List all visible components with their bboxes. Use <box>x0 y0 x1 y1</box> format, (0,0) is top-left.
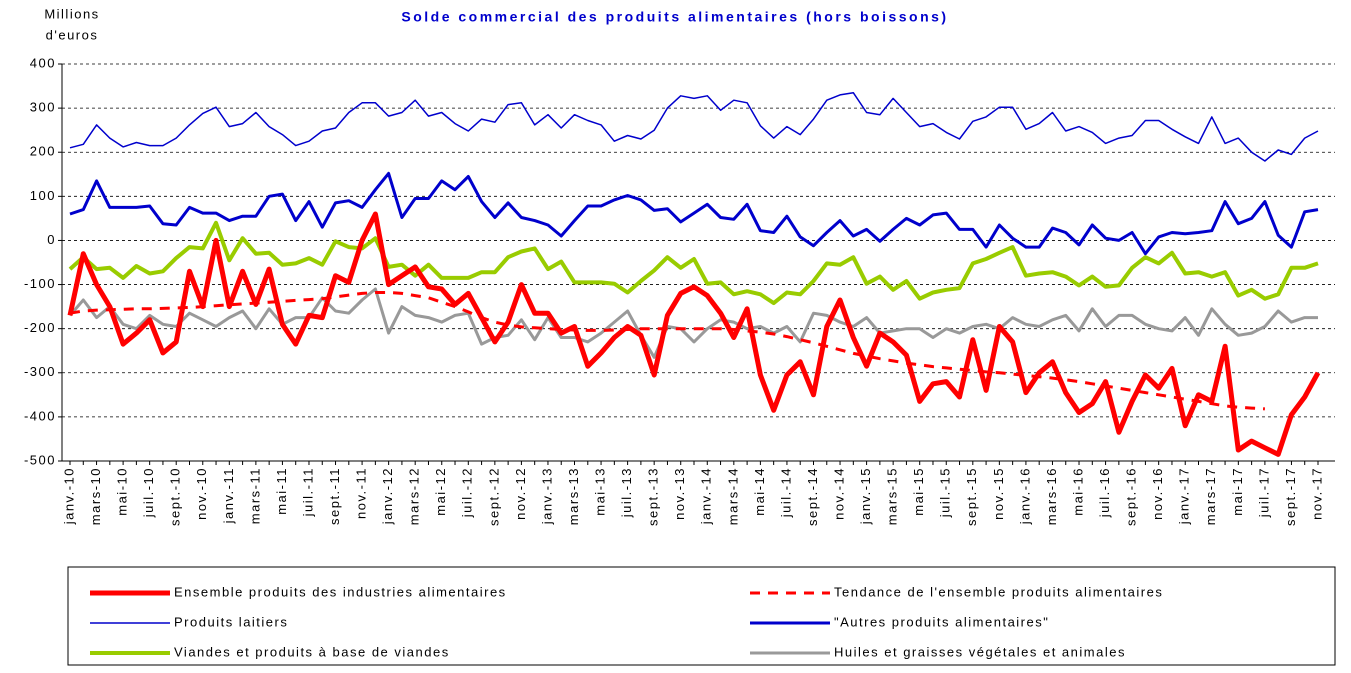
x-tick-label: sept.-15 <box>964 467 979 526</box>
y-tick-label: 200 <box>30 144 56 159</box>
x-tick-label: mars-10 <box>88 467 103 525</box>
x-tick-label: sept.-14 <box>805 467 820 526</box>
x-tick-label: juil.-13 <box>619 467 634 518</box>
x-tick-label: mai-11 <box>274 467 289 515</box>
legend-label: Huiles et graisses végétales et animales <box>834 644 1126 659</box>
x-tick-label: nov.-13 <box>672 467 687 520</box>
x-tick-label: juil.-16 <box>1097 467 1112 518</box>
x-tick-label: sept.-17 <box>1283 467 1298 526</box>
x-tick-label: mai-13 <box>593 467 608 516</box>
x-tick-label: mars-13 <box>566 467 581 525</box>
series-line <box>69 171 1319 256</box>
x-tick-label: juil.-11 <box>300 467 315 517</box>
x-tick-label: juil.-14 <box>778 467 793 518</box>
legend-label: Tendance de l'ensemble produits alimenta… <box>834 584 1163 599</box>
x-tick-label: sept.-10 <box>168 467 183 526</box>
x-tick-label: mai-16 <box>1070 467 1085 516</box>
x-tick-label: nov.-12 <box>513 467 528 520</box>
x-tick-label: janv.-17 <box>1177 467 1192 525</box>
x-tick-label: mai-12 <box>433 467 448 516</box>
legend-label: Viandes et produits à base de viandes <box>174 644 450 659</box>
x-tick-label: mars-15 <box>885 467 900 525</box>
x-tick-label: juil.-10 <box>141 467 156 518</box>
x-tick-label: sept.-12 <box>486 467 501 526</box>
series-line <box>69 291 1265 411</box>
x-tick-label: janv.-12 <box>380 467 395 525</box>
series-line <box>69 91 1319 162</box>
x-tick-label: nov.-17 <box>1309 467 1324 520</box>
y-tick-label: -400 <box>24 408 56 423</box>
legend-label: Ensemble produits des industries aliment… <box>174 584 507 599</box>
legend-label: "Autres produits alimentaires" <box>834 614 1049 629</box>
y-tick-label: -100 <box>24 276 56 291</box>
y-tick-label: 0 <box>47 232 56 247</box>
y-tick-label: -200 <box>24 320 56 335</box>
x-tick-label: juil.-17 <box>1256 467 1271 518</box>
x-tick-label: sept.-16 <box>1124 467 1139 526</box>
y-tick-label: 300 <box>30 100 56 115</box>
x-tick-label: mai-15 <box>911 467 926 516</box>
x-tick-label: mai-10 <box>115 467 130 516</box>
legend-label: Produits laitiers <box>174 614 288 629</box>
x-tick-label: juil.-15 <box>938 467 953 518</box>
x-tick-label: nov.-14 <box>831 467 846 520</box>
x-tick-label: janv.-10 <box>61 467 76 525</box>
x-tick-label: janv.-13 <box>539 467 554 525</box>
series-line <box>67 211 1321 457</box>
x-tick-label: mars-11 <box>247 467 262 524</box>
x-tick-label: mars-16 <box>1044 467 1059 525</box>
x-tick-label: janv.-16 <box>1017 467 1032 525</box>
x-tick-label: mars-14 <box>725 467 740 525</box>
series-line <box>68 220 1319 306</box>
y-axis-label: Millions <box>44 6 99 21</box>
x-tick-label: sept.-11 <box>327 467 342 525</box>
x-tick-label: nov.-10 <box>194 467 209 520</box>
y-tick-label: -300 <box>24 364 56 379</box>
x-tick-label: mai-17 <box>1230 467 1245 516</box>
y-tick-label: -500 <box>24 452 56 467</box>
x-tick-label: sept.-13 <box>646 467 661 526</box>
legend-box <box>67 566 1336 666</box>
x-tick-label: mars-17 <box>1203 467 1218 525</box>
y-tick-label: 100 <box>30 188 56 203</box>
x-tick-label: janv.-11 <box>221 467 236 524</box>
x-tick-label: juil.-12 <box>460 467 475 518</box>
y-tick-label: 400 <box>30 55 56 70</box>
x-tick-label: janv.-14 <box>699 467 714 525</box>
x-tick-label: nov.-15 <box>991 467 1006 520</box>
x-tick-label: nov.-11 <box>354 467 369 519</box>
series-line <box>68 287 1318 359</box>
x-tick-label: janv.-15 <box>858 467 873 525</box>
y-axis-label: d'euros <box>46 27 99 42</box>
x-tick-label: mars-12 <box>407 467 422 525</box>
x-tick-label: nov.-16 <box>1150 467 1165 520</box>
x-tick-label: mai-14 <box>752 467 767 516</box>
chart-title: Solde commercial des produits alimentair… <box>401 9 948 25</box>
